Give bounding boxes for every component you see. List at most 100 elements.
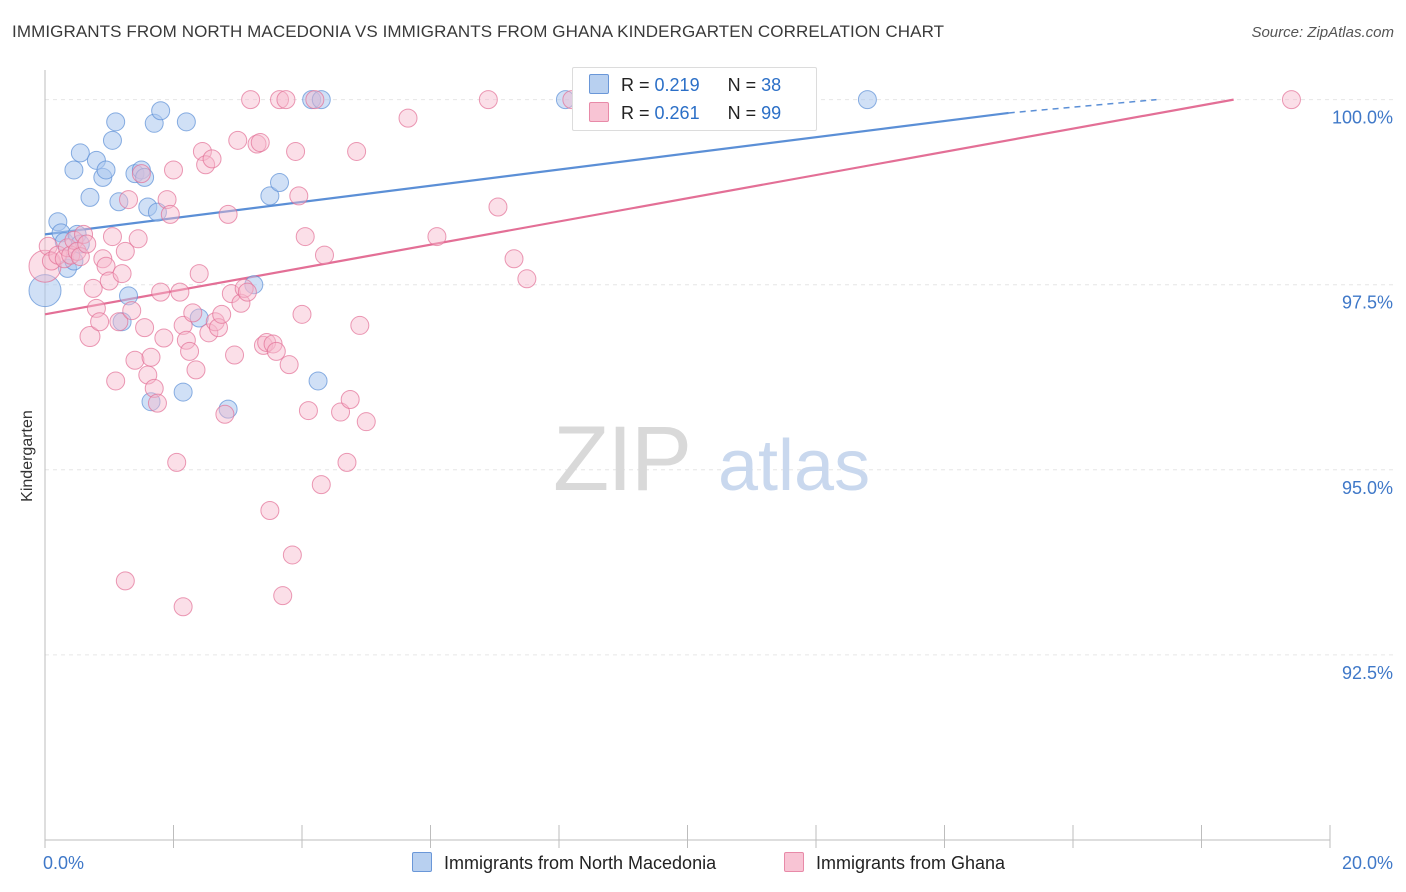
point-north-macedonia [151,101,171,121]
point-ghana [311,475,331,495]
legend-row-north-macedonia: R = 0.219 N = 38 [589,74,781,98]
point-ghana [270,90,290,110]
point-north-macedonia [28,274,62,308]
point-north-macedonia [244,275,264,295]
point-ghana [276,90,296,110]
point-ghana [199,323,219,343]
point-north-macedonia [189,308,209,328]
point-ghana [331,402,351,422]
point-north-macedonia [109,192,129,212]
chart-source: Source: ZipAtlas.com [1251,24,1394,41]
point-ghana [398,108,418,128]
trend-line-extension [1008,98,1157,114]
trend-line-north-macedonia [44,111,1009,236]
point-ghana [1281,90,1301,110]
point-ghana [90,312,110,332]
point-ghana [215,404,235,424]
point-ghana [125,350,145,370]
point-ghana [157,190,177,210]
point-ghana [79,326,101,348]
point-ghana [225,345,245,365]
point-ghana [295,227,315,247]
tick-labels: 100.0% 97.5% 95.0% 92.5% 0.0% 20.0% [43,108,1393,873]
series-name: Immigrants from Ghana [816,853,1006,873]
point-ghana [279,355,299,375]
point-ghana [286,141,306,161]
point-ghana [202,149,222,169]
point-ghana [241,90,261,110]
point-ghana [488,197,508,217]
series-name: Immigrants from North Macedonia [444,853,717,873]
point-north-macedonia [173,382,193,402]
point-ghana [141,347,161,367]
n-label: N = [727,75,757,95]
point-ghana [112,264,132,284]
series-legend-north-macedonia: Immigrants from North Macedonia [412,852,716,874]
chart-title: IMMIGRANTS FROM NORTH MACEDONIA VS IMMIG… [12,22,945,41]
point-ghana [128,229,148,249]
point-north-macedonia [308,371,328,391]
point-ghana [151,282,171,302]
point-ghana [28,249,62,283]
point-north-macedonia [270,173,290,193]
point-ghana [305,90,325,110]
point-ghana [61,245,81,265]
point-ghana [212,304,232,324]
point-ghana [77,234,97,254]
y-tick-label: 92.5% [1342,663,1393,683]
point-ghana [340,389,360,409]
point-ghana [115,241,135,261]
point-north-macedonia [135,167,155,187]
point-ghana [427,227,447,247]
r-value: 0.261 [654,103,700,123]
legend-row-ghana: R = 0.261 N = 99 [589,102,781,126]
point-ghana [167,452,187,472]
n-label: N = [727,103,757,123]
point-ghana [234,278,254,298]
n-value: 38 [761,75,782,95]
point-ghana [186,360,206,380]
point-ghana [160,204,180,224]
watermark-zip: ZIP [553,408,690,510]
x-tick-label-right: 20.0% [1342,853,1393,873]
point-ghana [221,284,241,304]
point-ghana [478,90,498,110]
point-north-macedonia [102,130,122,150]
point-ghana [173,315,193,335]
point-ghana [347,141,367,161]
point-north-macedonia [176,112,196,132]
point-north-macedonia [260,186,280,206]
point-north-macedonia [218,399,238,419]
point-ghana [314,245,334,265]
point-ghana [356,412,376,432]
point-ghana [266,341,286,361]
point-ghana [237,282,257,302]
point-ghana [189,264,209,284]
r-label: R = [621,103,650,123]
point-north-macedonia [80,187,100,207]
y-tick-label: 95.0% [1342,478,1393,498]
point-ghana [183,303,203,323]
point-north-macedonia [64,160,84,180]
watermark-atlas: atlas [718,426,870,506]
point-ghana [273,586,293,606]
point-ghana [102,227,122,247]
series-legend-ghana: Immigrants from Ghana [784,852,1005,874]
point-ghana [115,571,135,591]
r-value: 0.219 [654,75,700,95]
point-ghana [517,269,537,289]
n-value: 99 [761,103,782,123]
point-north-macedonia [106,112,126,132]
point-ghana [250,133,270,153]
point-ghana [247,134,267,154]
point-ghana [173,597,193,617]
point-ghana [64,230,84,250]
gridlines [45,99,1395,656]
series-swatch-blue [412,852,432,872]
point-ghana [106,371,126,391]
axes [44,70,1331,848]
r-label: R = [621,75,650,95]
point-ghana [504,249,524,269]
point-ghana [144,378,164,398]
point-ghana [122,301,142,321]
